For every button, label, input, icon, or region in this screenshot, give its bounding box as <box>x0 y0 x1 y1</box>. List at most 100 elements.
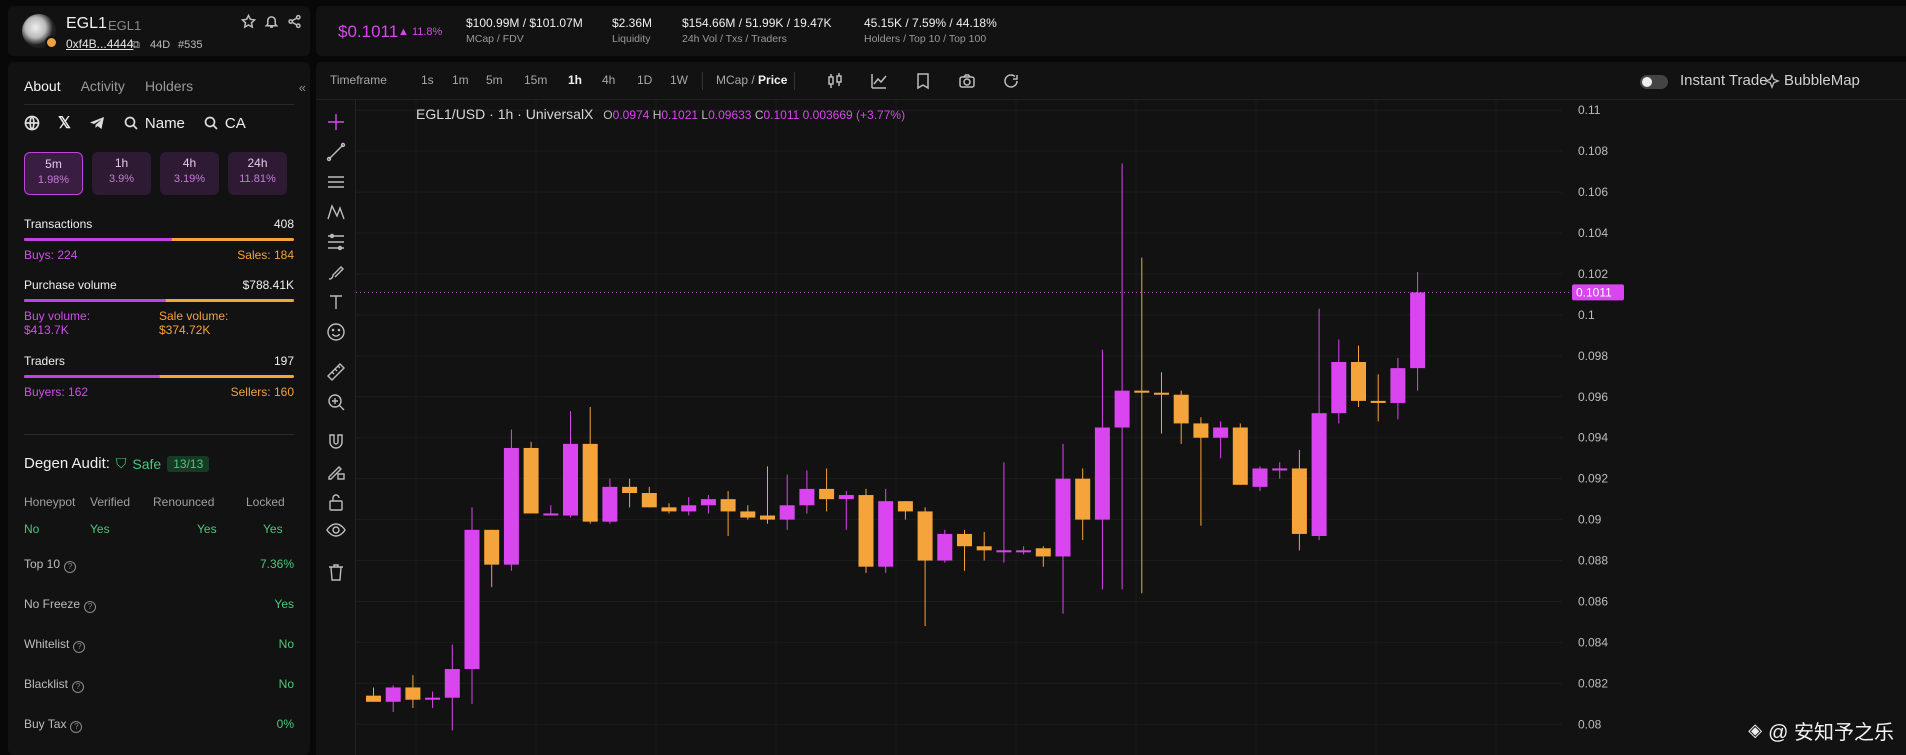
token-age: 44D <box>150 39 171 51</box>
search-name-link[interactable]: Name <box>123 115 185 132</box>
tab-about[interactable]: About <box>24 78 61 94</box>
bell-icon[interactable] <box>264 14 279 29</box>
interval-1h[interactable]: 1h <box>568 73 583 87</box>
share-icon[interactable] <box>287 14 302 29</box>
timeframe-1h[interactable]: 1h 3.9% <box>92 152 151 195</box>
interval-1s[interactable]: 1s <box>421 73 434 87</box>
shield-check-icon: ⛉ <box>115 455 127 471</box>
x-twitter-icon[interactable]: 𝕏 <box>58 115 71 132</box>
verified-header: Verified <box>90 495 131 509</box>
drawing-tools <box>316 100 356 755</box>
liquidity-label: Liquidity <box>612 33 651 45</box>
pattern-icon[interactable] <box>326 202 346 222</box>
horizontal-lines-icon[interactable] <box>326 172 346 192</box>
search-icon <box>124 116 138 130</box>
telegram-icon[interactable] <box>89 115 105 131</box>
bubblemap-icon[interactable] <box>1763 72 1781 90</box>
brush-icon[interactable] <box>326 262 346 282</box>
candle-body <box>1173 394 1189 424</box>
liquidity-value: $2.36M <box>612 16 653 30</box>
price-chart[interactable]: 0.11 0.108 0.106 0.104 0.102 0.1 0.098 0.096 0.0… <box>356 100 1906 755</box>
buy-volume: Buy volume: $413.7K <box>24 309 90 337</box>
trend-line-icon[interactable] <box>326 142 346 162</box>
trash-icon[interactable] <box>326 562 346 582</box>
timeframe-4h[interactable]: 4h 3.19% <box>160 152 219 195</box>
help-icon[interactable]: ? <box>70 721 83 733</box>
collapse-sidebar-icon[interactable]: « <box>298 80 306 95</box>
ruler-icon[interactable] <box>326 362 346 382</box>
y-tick-label: 0.108 <box>1578 144 1608 158</box>
candle-body <box>1075 478 1091 520</box>
candle-body <box>1410 292 1426 369</box>
mcap-fdv-stat: $100.99M / $101.07M MCap / FDV <box>466 16 583 45</box>
audit-title: Degen Audit: <box>24 455 110 472</box>
audit-item-label: Top 10 <box>24 557 61 571</box>
purchase-volume-row: Purchase volume $788.41K <box>24 278 294 292</box>
change-value: 0.003669 (+3.77%) <box>802 108 906 122</box>
help-icon[interactable]: ? <box>72 681 85 693</box>
crosshair-icon[interactable] <box>326 112 346 132</box>
y-tick-label: 0.1 <box>1578 308 1595 322</box>
copy-icon[interactable]: ⧉ <box>132 39 140 51</box>
instant-trade-label[interactable]: Instant Trade <box>1680 72 1768 89</box>
sells-count: Sales: 184 <box>237 248 294 262</box>
interval-1m[interactable]: 1m <box>452 73 469 87</box>
instant-trade-toggle[interactable] <box>1640 75 1668 89</box>
token-name: EGL1 <box>66 15 107 32</box>
lock-drawings-icon[interactable] <box>326 462 346 482</box>
line-chart-icon[interactable] <box>870 72 888 90</box>
visibility-icon[interactable] <box>326 520 346 540</box>
buy-volume-value: $413.7K <box>24 323 69 337</box>
help-icon[interactable]: ? <box>73 641 86 653</box>
zoom-in-icon[interactable] <box>326 392 346 412</box>
fib-icon[interactable] <box>326 232 346 252</box>
transactions-ratio-bar <box>24 238 294 241</box>
renounced-header: Renounced <box>153 495 215 509</box>
candle-body <box>563 443 578 516</box>
high-value: 0.1021 <box>661 108 699 122</box>
candle-body <box>819 488 835 500</box>
timeframe-5m[interactable]: 5m 1.98% <box>24 152 83 195</box>
interval-5m[interactable]: 5m <box>486 73 503 87</box>
interval-15m[interactable]: 15m <box>524 73 548 87</box>
bubblemap-label[interactable]: BubbleMap <box>1784 72 1860 89</box>
indicators-icon[interactable] <box>914 72 932 90</box>
emoji-icon[interactable] <box>326 322 346 342</box>
candle-body <box>661 507 677 512</box>
buy-volume-label: Buy volume: <box>24 309 91 323</box>
candlestick-chart[interactable]: 0.11 0.108 0.106 0.104 0.102 0.1 0.098 0.096 0.0… <box>356 100 1906 755</box>
option-separator: / <box>751 73 755 87</box>
interval-1d[interactable]: 1D <box>637 73 653 87</box>
interval-4h[interactable]: 4h <box>602 73 616 87</box>
mcap-price-toggle[interactable]: MCap / Price <box>716 73 787 87</box>
token-rank: #535 <box>178 39 203 51</box>
y-tick-label: 0.084 <box>1578 635 1608 649</box>
star-icon[interactable] <box>241 14 256 29</box>
y-tick-label: 0.096 <box>1578 390 1608 404</box>
magnet-icon[interactable] <box>326 432 346 452</box>
refresh-icon[interactable] <box>1002 72 1020 90</box>
liquidity-stat: $2.36M Liquidity <box>612 16 652 45</box>
timeframe-24h[interactable]: 24h 11.81% <box>228 152 287 195</box>
audit-item-blacklist: Blacklist? No <box>24 677 294 693</box>
interval-1w[interactable]: 1W <box>670 73 688 87</box>
help-icon[interactable]: ? <box>84 601 97 613</box>
y-tick-label: 0.09 <box>1578 513 1602 527</box>
candle-body <box>799 488 815 506</box>
token-address[interactable]: 0xf4B...4444 <box>66 37 134 51</box>
token-symbol: EGL1 <box>108 18 142 33</box>
search-ca-link[interactable]: CA <box>203 115 246 132</box>
search-name-label: Name <box>144 114 185 132</box>
text-icon[interactable] <box>326 292 346 312</box>
tab-holders[interactable]: Holders <box>144 78 194 94</box>
tab-activity[interactable]: Activity <box>80 78 125 94</box>
camera-icon[interactable] <box>958 72 976 90</box>
candle-body <box>1154 392 1169 395</box>
y-tick-label: 0.104 <box>1578 226 1608 240</box>
candle-body <box>760 515 775 520</box>
help-icon[interactable]: ? <box>64 561 77 573</box>
holders-value: 45.15K / 7.59% / 44.18% <box>864 16 997 30</box>
candles-icon[interactable] <box>826 72 844 90</box>
globe-icon[interactable] <box>24 115 40 131</box>
unlock-icon[interactable] <box>326 492 346 512</box>
